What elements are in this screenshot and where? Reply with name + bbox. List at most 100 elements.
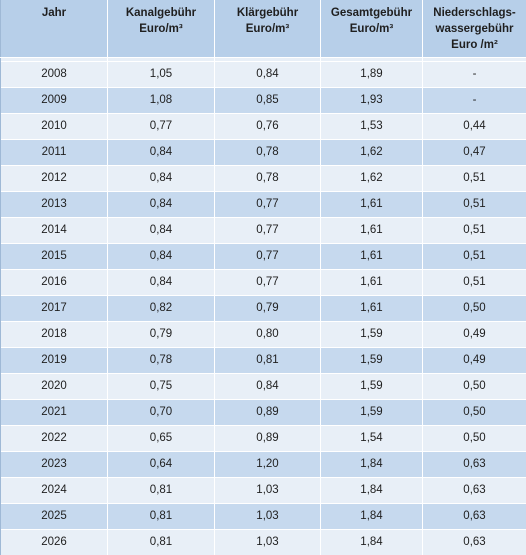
- cell-sewer-fee: 0,81: [108, 477, 215, 503]
- cell-year: 2008: [1, 61, 108, 87]
- cell-year: 2010: [1, 113, 108, 139]
- cell-year: 2020: [1, 373, 108, 399]
- cell-treatment-fee: 0,76: [215, 113, 321, 139]
- cell-sewer-fee: 0,84: [108, 191, 215, 217]
- cell-sewer-fee: 0,84: [108, 243, 215, 269]
- header-line: Gesamtgebühr: [331, 7, 412, 19]
- cell-treatment-fee: 0,79: [215, 295, 321, 321]
- header-year: Jahr: [1, 0, 108, 57]
- cell-total-fee: 1,59: [321, 399, 423, 425]
- cell-year: 2014: [1, 217, 108, 243]
- cell-treatment-fee: 0,77: [215, 243, 321, 269]
- cell-rainwater-fee: -: [423, 61, 526, 87]
- cell-year: 2012: [1, 165, 108, 191]
- cell-total-fee: 1,61: [321, 269, 423, 295]
- cell-year: 2018: [1, 321, 108, 347]
- cell-total-fee: 1,93: [321, 87, 423, 113]
- cell-total-fee: 1,84: [321, 529, 423, 555]
- header-line: Klärgebühr: [237, 7, 298, 19]
- cell-treatment-fee: 1,03: [215, 477, 321, 503]
- cell-sewer-fee: 1,05: [108, 61, 215, 87]
- cell-total-fee: 1,61: [321, 217, 423, 243]
- header-line: wassergebühr: [436, 23, 514, 35]
- cell-treatment-fee: 0,89: [215, 399, 321, 425]
- cell-sewer-fee: 0,81: [108, 529, 215, 555]
- header-line: Kanalgebühr: [126, 7, 196, 19]
- header-rainwater-fee: Niederschlags-wassergebühr Euro /m²: [423, 0, 526, 57]
- header-treatment-fee: Klärgebühr Euro/m³: [215, 0, 321, 57]
- cell-treatment-fee: 0,78: [215, 165, 321, 191]
- cell-year: 2026: [1, 529, 108, 555]
- cell-rainwater-fee: 0,63: [423, 451, 526, 477]
- cell-total-fee: 1,62: [321, 165, 423, 191]
- cell-total-fee: 1,54: [321, 425, 423, 451]
- cell-sewer-fee: 0,65: [108, 425, 215, 451]
- cell-sewer-fee: 0,81: [108, 503, 215, 529]
- header-row: Jahr Kanalgebühr Euro/m³ Klärgebühr Euro/m…: [1, 0, 526, 57]
- cell-treatment-fee: 1,03: [215, 503, 321, 529]
- cell-treatment-fee: 0,80: [215, 321, 321, 347]
- cell-treatment-fee: 0,85: [215, 87, 321, 113]
- cell-rainwater-fee: 0,47: [423, 139, 526, 165]
- cell-sewer-fee: 0,70: [108, 399, 215, 425]
- cell-year: 2016: [1, 269, 108, 295]
- cell-treatment-fee: 0,77: [215, 191, 321, 217]
- cell-rainwater-fee: 0,49: [423, 321, 526, 347]
- cell-treatment-fee: 0,84: [215, 61, 321, 87]
- cell-sewer-fee: 0,77: [108, 113, 215, 139]
- cell-year: 2023: [1, 451, 108, 477]
- header-line: Niederschlags-: [433, 7, 515, 19]
- cell-year: 2011: [1, 139, 108, 165]
- cell-year: 2024: [1, 477, 108, 503]
- cell-treatment-fee: 0,89: [215, 425, 321, 451]
- cell-total-fee: 1,53: [321, 113, 423, 139]
- header-line: Euro/m³: [350, 23, 393, 35]
- header-line: Euro /m²: [451, 39, 498, 51]
- cell-sewer-fee: 0,82: [108, 295, 215, 321]
- cell-sewer-fee: 0,84: [108, 139, 215, 165]
- cell-rainwater-fee: 0,49: [423, 347, 526, 373]
- cell-treatment-fee: 1,03: [215, 529, 321, 555]
- cell-rainwater-fee: 0,51: [423, 217, 526, 243]
- cell-rainwater-fee: 0,63: [423, 503, 526, 529]
- cell-rainwater-fee: 0,50: [423, 295, 526, 321]
- cell-year: 2009: [1, 87, 108, 113]
- cell-treatment-fee: 0,77: [215, 269, 321, 295]
- cell-sewer-fee: 0,75: [108, 373, 215, 399]
- header-line: Euro/m³: [246, 23, 289, 35]
- cell-total-fee: 1,61: [321, 191, 423, 217]
- cell-year: 2025: [1, 503, 108, 529]
- cell-year: 2017: [1, 295, 108, 321]
- cell-treatment-fee: 1,20: [215, 451, 321, 477]
- cell-year: 2022: [1, 425, 108, 451]
- cell-sewer-fee: 0,64: [108, 451, 215, 477]
- cell-total-fee: 1,61: [321, 295, 423, 321]
- cell-treatment-fee: 0,84: [215, 373, 321, 399]
- cell-rainwater-fee: 0,51: [423, 191, 526, 217]
- cell-treatment-fee: 0,78: [215, 139, 321, 165]
- cell-treatment-fee: 0,77: [215, 217, 321, 243]
- cell-year: 2013: [1, 191, 108, 217]
- cell-year: 2021: [1, 399, 108, 425]
- cell-treatment-fee: 0,81: [215, 347, 321, 373]
- cell-sewer-fee: 0,84: [108, 217, 215, 243]
- cell-total-fee: 1,59: [321, 373, 423, 399]
